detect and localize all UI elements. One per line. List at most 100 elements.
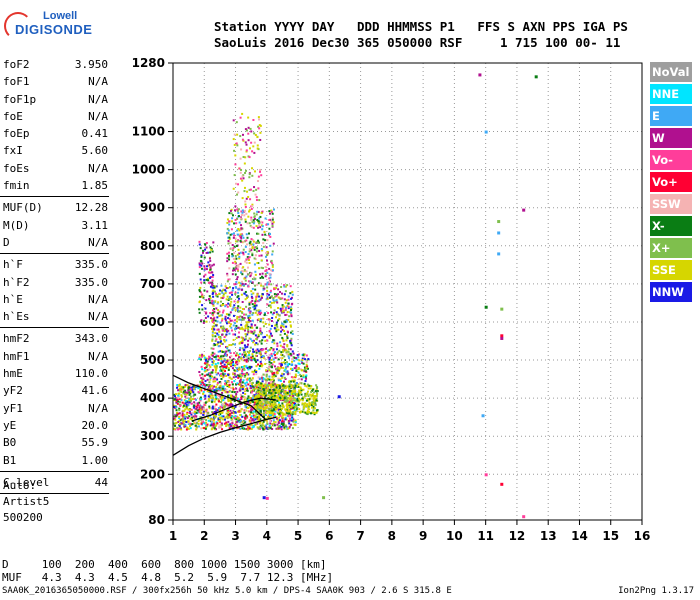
echo-dot — [264, 417, 267, 420]
echo-dot — [235, 324, 238, 327]
echo-dot — [204, 316, 207, 319]
echo-dot — [232, 338, 235, 341]
echo-dot — [269, 332, 272, 335]
echo-dot — [237, 291, 240, 294]
echo-dot — [237, 212, 240, 215]
echo-dot — [195, 398, 198, 401]
echo-dot — [253, 396, 256, 399]
echo-dot — [265, 406, 268, 409]
echo-dot — [280, 394, 283, 397]
echo-dot — [247, 396, 250, 399]
echo-dot — [275, 394, 278, 397]
echo-dot — [220, 377, 223, 380]
echo-dot — [273, 397, 276, 400]
echo-dot — [186, 411, 189, 414]
echo-dot — [261, 221, 264, 224]
echo-dot — [232, 232, 235, 235]
echo-dot — [249, 380, 252, 383]
param-value: 55.9 — [81, 436, 109, 450]
echo-dot — [286, 344, 289, 347]
echo-dot — [225, 374, 228, 377]
echo-dot — [237, 295, 240, 298]
echo-dot — [187, 387, 190, 390]
echo-dot — [273, 365, 276, 368]
echo-dot — [217, 350, 220, 353]
echo-dot — [220, 367, 223, 370]
echo-dot — [225, 365, 228, 368]
echo-dot — [207, 279, 210, 282]
echo-dot — [182, 409, 185, 412]
echo-dot — [236, 240, 239, 243]
echo-dot — [300, 389, 303, 392]
echo-dot — [245, 212, 248, 215]
echo-dot — [216, 381, 219, 384]
param-name: foEp — [3, 127, 30, 141]
echo-dot — [202, 407, 205, 410]
echo-dot — [195, 385, 198, 388]
echo-dot — [174, 424, 177, 427]
echo-dot — [231, 390, 234, 393]
echo-dot — [230, 395, 233, 398]
echo-dot — [294, 375, 297, 378]
echo-dot — [215, 424, 218, 427]
echo-dot — [234, 260, 237, 263]
echo-dot — [259, 138, 262, 141]
echo-dot — [281, 376, 284, 379]
echo-dot — [250, 243, 253, 246]
echo-dot — [265, 388, 268, 391]
echo-dot — [289, 409, 292, 412]
echo-dot — [312, 409, 315, 412]
echo-dot — [256, 283, 259, 286]
echo-dot — [222, 365, 225, 368]
echo-dot — [282, 384, 285, 387]
echo-dot — [191, 398, 194, 401]
echo-dot — [246, 373, 249, 376]
echo-dot — [250, 415, 253, 418]
echo-dot — [237, 410, 240, 413]
echo-dot — [228, 317, 231, 320]
echo-dot — [205, 320, 208, 323]
echo-dot — [241, 339, 244, 342]
echo-dot — [263, 314, 266, 317]
param-row: foF2 3.950 — [0, 56, 112, 73]
echo-dot — [268, 424, 271, 427]
echo-dot — [302, 354, 305, 357]
echo-dot — [239, 373, 242, 376]
echo-dot — [277, 296, 280, 299]
echo-dot — [209, 251, 212, 254]
echo-dot — [264, 392, 267, 395]
echo-dot — [248, 382, 251, 385]
echo-dot — [251, 254, 254, 257]
echo-dot — [240, 148, 243, 151]
echo-dot — [212, 426, 215, 429]
echo-dot — [180, 403, 183, 406]
echo-dot — [254, 418, 257, 421]
echo-dot — [239, 379, 242, 382]
echo-dot — [289, 320, 292, 323]
echo-dot — [244, 220, 247, 223]
echo-dot — [211, 335, 214, 338]
echo-dot — [295, 357, 298, 360]
echo-dot — [207, 388, 210, 391]
echo-dot — [241, 175, 244, 178]
echo-dot — [199, 389, 202, 392]
echo-dot — [224, 315, 227, 318]
y-tick-label: 300 — [140, 429, 165, 443]
echo-dot — [253, 369, 256, 372]
echo-dot — [250, 216, 253, 219]
echo-dot — [239, 310, 242, 313]
echo-dot — [218, 413, 221, 416]
echo-dot — [221, 389, 224, 392]
echo-dot — [279, 298, 282, 301]
echo-dot — [222, 309, 225, 312]
echo-dot — [222, 338, 225, 341]
echo-dot — [226, 384, 229, 387]
echo-dot — [212, 292, 215, 295]
echo-dot — [255, 188, 258, 191]
echo-dot — [207, 277, 210, 280]
echo-dot — [257, 210, 260, 213]
echo-dot — [286, 311, 289, 314]
echo-dot — [287, 298, 290, 301]
echo-dot — [287, 331, 290, 334]
echo-dot — [306, 390, 309, 393]
